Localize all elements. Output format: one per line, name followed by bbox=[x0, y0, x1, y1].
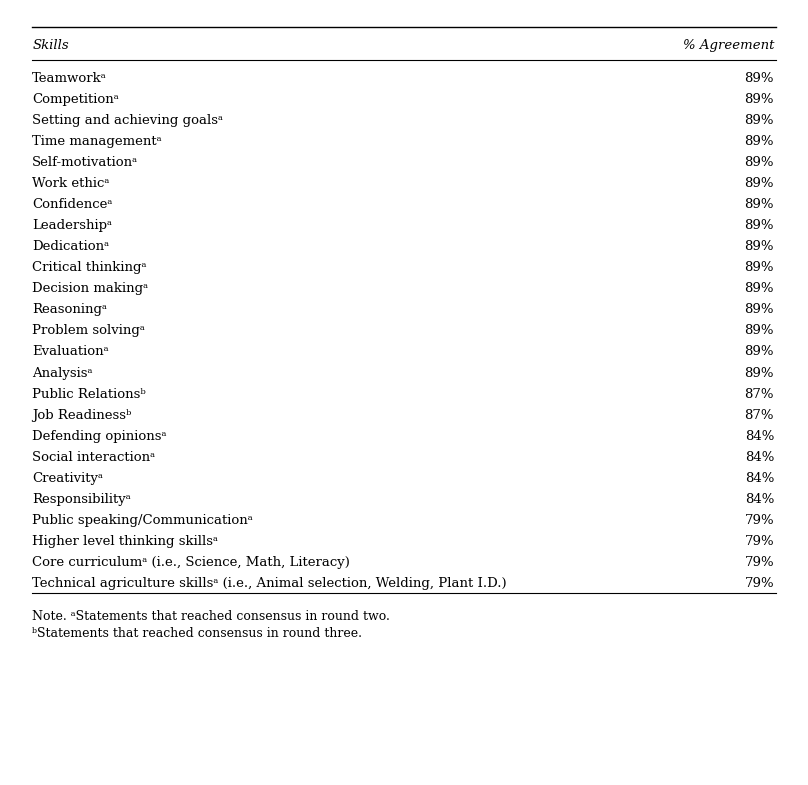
Text: Dedicationᵃ: Dedicationᵃ bbox=[32, 240, 109, 254]
Text: Leadershipᵃ: Leadershipᵃ bbox=[32, 219, 112, 232]
Text: Responsibilityᵃ: Responsibilityᵃ bbox=[32, 493, 131, 506]
Text: Setting and achieving goalsᵃ: Setting and achieving goalsᵃ bbox=[32, 114, 223, 127]
Text: 89%: 89% bbox=[744, 93, 774, 106]
Text: Evaluationᵃ: Evaluationᵃ bbox=[32, 345, 109, 359]
Text: Teamworkᵃ: Teamworkᵃ bbox=[32, 72, 107, 85]
Text: 89%: 89% bbox=[744, 177, 774, 190]
Text: Public Relationsᵇ: Public Relationsᵇ bbox=[32, 388, 146, 400]
Text: Public speaking/Communicationᵃ: Public speaking/Communicationᵃ bbox=[32, 514, 253, 527]
Text: 89%: 89% bbox=[744, 240, 774, 254]
Text: % Agreement: % Agreement bbox=[683, 39, 774, 52]
Text: Social interactionᵃ: Social interactionᵃ bbox=[32, 451, 155, 464]
Text: Core curriculumᵃ (i.e., Science, Math, Literacy): Core curriculumᵃ (i.e., Science, Math, L… bbox=[32, 556, 350, 569]
Text: 89%: 89% bbox=[744, 345, 774, 359]
Text: Analysisᵃ: Analysisᵃ bbox=[32, 367, 93, 379]
Text: Competitionᵃ: Competitionᵃ bbox=[32, 93, 119, 106]
Text: Note. ᵃStatements that reached consensus in round two.: Note. ᵃStatements that reached consensus… bbox=[32, 610, 390, 623]
Text: 89%: 89% bbox=[744, 199, 774, 211]
Text: 84%: 84% bbox=[745, 472, 774, 484]
Text: Decision makingᵃ: Decision makingᵃ bbox=[32, 283, 149, 295]
Text: ᵇStatements that reached consensus in round three.: ᵇStatements that reached consensus in ro… bbox=[32, 627, 362, 641]
Text: 89%: 89% bbox=[744, 367, 774, 379]
Text: 89%: 89% bbox=[744, 324, 774, 338]
Text: 79%: 79% bbox=[744, 556, 774, 569]
Text: 89%: 89% bbox=[744, 283, 774, 295]
Text: 87%: 87% bbox=[744, 409, 774, 422]
Text: Work ethicᵃ: Work ethicᵃ bbox=[32, 177, 110, 190]
Text: Time managementᵃ: Time managementᵃ bbox=[32, 135, 162, 148]
Text: 79%: 79% bbox=[744, 514, 774, 527]
Text: 89%: 89% bbox=[744, 261, 774, 274]
Text: Self-motivationᵃ: Self-motivationᵃ bbox=[32, 156, 138, 169]
Text: 89%: 89% bbox=[744, 135, 774, 148]
Text: 84%: 84% bbox=[745, 493, 774, 506]
Text: 84%: 84% bbox=[745, 451, 774, 464]
Text: Skills: Skills bbox=[32, 39, 69, 52]
Text: 89%: 89% bbox=[744, 304, 774, 316]
Text: Critical thinkingᵃ: Critical thinkingᵃ bbox=[32, 261, 147, 274]
Text: Problem solvingᵃ: Problem solvingᵃ bbox=[32, 324, 145, 338]
Text: 89%: 89% bbox=[744, 219, 774, 232]
Text: 89%: 89% bbox=[744, 114, 774, 127]
Text: Confidenceᵃ: Confidenceᵃ bbox=[32, 199, 112, 211]
Text: Defending opinionsᵃ: Defending opinionsᵃ bbox=[32, 429, 166, 443]
Text: 79%: 79% bbox=[744, 577, 774, 590]
Text: 89%: 89% bbox=[744, 156, 774, 169]
Text: Reasoningᵃ: Reasoningᵃ bbox=[32, 304, 107, 316]
Text: 87%: 87% bbox=[744, 388, 774, 400]
Text: 84%: 84% bbox=[745, 429, 774, 443]
Text: Higher level thinking skillsᵃ: Higher level thinking skillsᵃ bbox=[32, 535, 218, 548]
Text: Creativityᵃ: Creativityᵃ bbox=[32, 472, 103, 484]
Text: Technical agriculture skillsᵃ (i.e., Animal selection, Welding, Plant I.D.): Technical agriculture skillsᵃ (i.e., Ani… bbox=[32, 577, 507, 590]
Text: 79%: 79% bbox=[744, 535, 774, 548]
Text: Job Readinessᵇ: Job Readinessᵇ bbox=[32, 409, 132, 422]
Text: 89%: 89% bbox=[744, 72, 774, 85]
